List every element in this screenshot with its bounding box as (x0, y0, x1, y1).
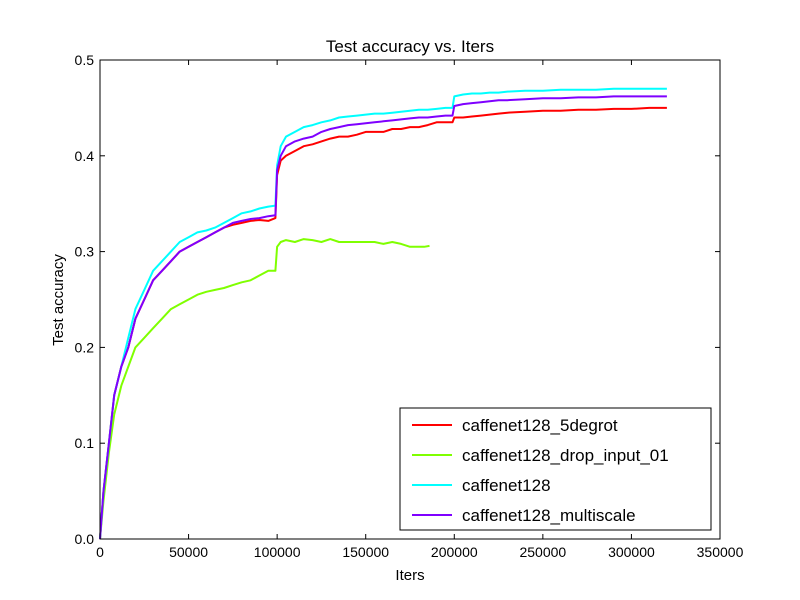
x-tick-label: 300000 (608, 544, 655, 560)
x-tick-label: 100000 (254, 544, 301, 560)
legend-entries: caffenet128_5degrot caffenet128_drop_inpu… (412, 416, 669, 525)
series-line-3 (99, 95, 667, 540)
x-tick-label: 50000 (169, 544, 208, 560)
x-tick-label: 150000 (342, 544, 389, 560)
x-tick-label: 250000 (519, 544, 566, 560)
legend-label: caffenet128 (462, 476, 551, 495)
y-tick-label: 0.3 (75, 244, 95, 260)
x-tick-label: 200000 (431, 544, 478, 560)
series-line-2 (99, 87, 667, 540)
legend-box (399, 407, 712, 531)
y-tick-label: 0.4 (75, 148, 95, 164)
y-tick-label: 0.5 (75, 52, 95, 68)
legend-label: caffenet128_multiscale (462, 506, 636, 525)
y-tick-label: 0.2 (75, 339, 95, 355)
x-axis-label: Iters (395, 567, 424, 584)
legend: caffenet128_5degrot caffenet128_drop_inpu… (399, 407, 712, 531)
x-tick-label: 350000 (697, 544, 744, 560)
y-tick-label: 0.0 (75, 531, 95, 547)
axes-frame (99, 59, 721, 540)
y-tick-label: 0.1 (75, 435, 95, 451)
axis-ticks: 0 50000 100000 150000 200000 250000 300000 3500… (75, 52, 744, 560)
legend-label: caffenet128_5degrot (462, 416, 618, 435)
chart-title: Test accuracy vs. Iters (326, 37, 494, 56)
plot-area (99, 87, 667, 540)
legend-label: caffenet128_drop_input_01 (462, 446, 669, 465)
y-axis-label: Test accuracy (50, 254, 67, 346)
x-tick-label: 0 (96, 544, 104, 560)
series-line-1 (99, 238, 430, 540)
